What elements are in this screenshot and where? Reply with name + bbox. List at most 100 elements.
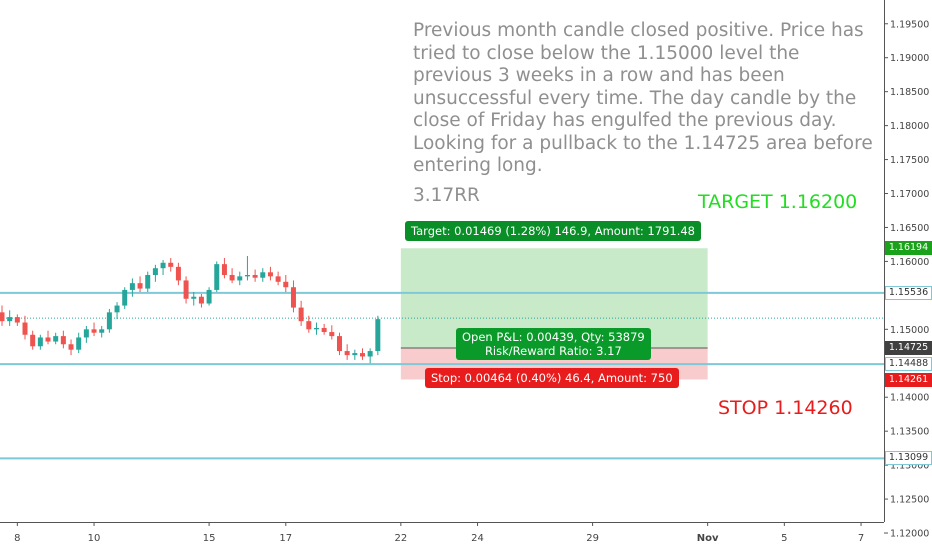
price-tag: 1.16194 <box>885 241 932 256</box>
price-tag: 1.14261 <box>885 372 932 387</box>
candle-body <box>237 276 243 281</box>
candle <box>191 291 197 306</box>
candle-body <box>37 337 43 347</box>
candle-body <box>99 329 105 333</box>
candle <box>68 339 74 356</box>
candle-body <box>206 289 212 304</box>
stop-text[interactable]: STOP 1.14260 <box>718 397 853 419</box>
price-tag: 1.14725 <box>885 340 932 355</box>
pnl-label[interactable]: Open P&L: 0.00439, Qty: 53879 Risk/Rewar… <box>456 328 651 360</box>
risk-reward-text[interactable]: 3.17RR <box>413 185 480 206</box>
candle-body <box>260 272 266 278</box>
candle <box>214 261 220 292</box>
candle <box>221 258 227 279</box>
candle-body <box>168 262 174 267</box>
candle-body <box>114 305 120 313</box>
candle <box>83 325 89 343</box>
candle <box>290 280 296 313</box>
candle-body <box>129 283 135 290</box>
candle <box>260 268 266 282</box>
candle <box>375 315 381 356</box>
candle <box>336 332 342 356</box>
y-tick-label: 1.15000 <box>890 325 929 336</box>
y-tick-label: 1.16000 <box>890 257 929 268</box>
candle <box>160 260 166 275</box>
stop-label[interactable]: Stop: 0.00464 (0.40%) 46.4, Amount: 750 <box>425 368 679 388</box>
x-tick-label: 17 <box>279 533 292 544</box>
price-tag: 1.13099 <box>885 451 932 466</box>
candle-body <box>283 281 289 288</box>
y-tick-label: 1.16500 <box>890 223 929 234</box>
target-label[interactable]: Target: 0.01469 (1.28%) 146.9, Amount: 1… <box>405 221 701 241</box>
y-tick-label: 1.13500 <box>890 427 929 438</box>
candle-body <box>152 268 158 275</box>
candle <box>45 330 51 345</box>
candle-body <box>244 275 250 277</box>
price-tag: 1.15536 <box>885 285 932 300</box>
candle-body <box>321 327 327 333</box>
candle-body <box>221 264 227 275</box>
candle <box>152 264 158 282</box>
candle <box>53 332 59 345</box>
candle-body <box>229 275 235 281</box>
y-tick-label: 1.17500 <box>890 155 929 166</box>
y-tick-label: 1.17000 <box>890 189 929 200</box>
candle-body <box>306 321 312 330</box>
x-tick-label: 15 <box>203 533 216 544</box>
candle-body <box>76 337 82 350</box>
y-tick-label: 1.19000 <box>890 53 929 64</box>
candle <box>283 275 289 292</box>
candle <box>321 323 327 335</box>
y-tick-label: 1.13000 <box>890 461 929 472</box>
candle-body <box>160 262 166 269</box>
candle <box>145 271 151 292</box>
candle-body <box>198 296 204 304</box>
y-tick-label: 1.12000 <box>890 529 929 540</box>
y-tick-label: 1.14000 <box>890 393 929 404</box>
x-tick-label: 29 <box>586 533 599 544</box>
candle <box>7 310 13 326</box>
candle-body <box>367 351 373 357</box>
candle-body <box>267 272 273 277</box>
candle <box>122 287 128 309</box>
candle <box>298 300 304 326</box>
candle <box>106 308 112 333</box>
candle <box>237 271 243 286</box>
candle-body <box>53 336 59 342</box>
candle-body <box>344 351 350 356</box>
candle-body <box>30 334 36 347</box>
x-tick-label: 22 <box>394 533 407 544</box>
y-tick-label: 1.12500 <box>890 495 929 506</box>
candle-body <box>60 336 66 345</box>
candle <box>30 330 36 350</box>
candle <box>275 271 281 286</box>
candle-body <box>298 307 304 322</box>
candle <box>91 322 97 337</box>
candle-body <box>7 317 13 322</box>
x-tick-label: 24 <box>471 533 484 544</box>
y-tick-label: 1.18500 <box>890 87 929 98</box>
candle-body <box>137 283 143 289</box>
candle-body <box>122 289 128 306</box>
candle-body <box>45 337 51 342</box>
target-text[interactable]: TARGET 1.16200 <box>698 191 858 213</box>
pnl-text: Open P&L: 0.00439, Qty: 53879 <box>462 330 645 344</box>
x-tick-label: Nov <box>697 533 719 544</box>
candle-body <box>22 322 28 335</box>
candle <box>114 302 120 320</box>
candle <box>14 314 20 326</box>
candle <box>168 258 174 272</box>
candle-body <box>329 332 335 337</box>
candle <box>252 269 258 282</box>
candle-body <box>375 319 381 352</box>
candle <box>60 330 66 349</box>
analysis-note[interactable]: Previous month candle closed positive. P… <box>413 20 873 176</box>
candle <box>0 305 5 326</box>
horizontal-levels <box>0 291 884 460</box>
candle-body <box>175 266 181 281</box>
candle-body <box>214 264 220 290</box>
candle-body <box>106 312 112 330</box>
candle <box>367 348 373 364</box>
candle <box>344 344 350 360</box>
